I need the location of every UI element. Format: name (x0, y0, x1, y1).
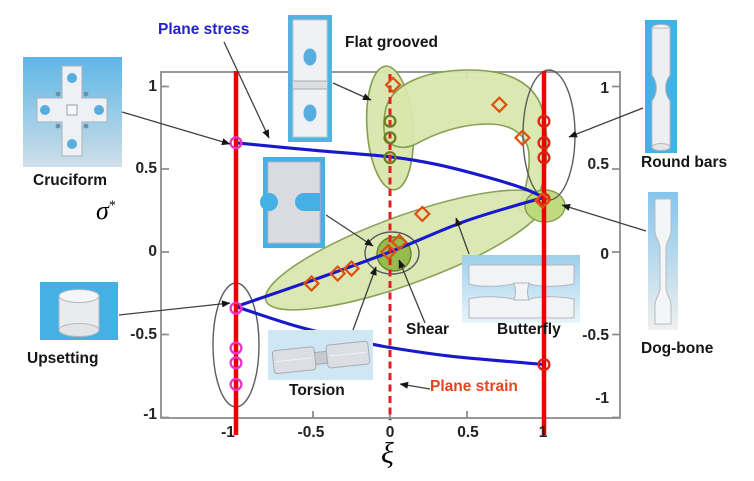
right-axis-ticks (612, 85, 620, 419)
marker-flat-grooved (383, 114, 397, 128)
data-markers (229, 76, 552, 391)
cruciform-pointer (121, 111, 231, 146)
round-bars-label: Round bars (641, 154, 728, 171)
marker-mixed-state-diamonds (329, 264, 347, 283)
flat-grooved-image (288, 15, 332, 142)
marker-flat-grooved (383, 151, 397, 165)
y-tick-left-m1: -1 (143, 406, 157, 423)
plane-strain-label: Plane strain (430, 378, 518, 395)
marker-mixed-state-diamonds (384, 76, 402, 94)
marker-upsetting (229, 356, 243, 370)
plane-stress-curve-branch-2 (234, 305, 546, 367)
butterfly-image (462, 255, 580, 323)
y-tick-left-1: 1 (148, 78, 157, 95)
y-tick-left-0: 0 (148, 243, 157, 260)
marker-round-bars-notched (537, 136, 551, 150)
marker-mixed-state-diamonds (413, 205, 431, 223)
x-tick-m05: -0.5 (297, 424, 325, 441)
plane-strain-pointer (399, 381, 431, 390)
y-tick-right-1: 1 (600, 80, 609, 97)
plane-stress-curve-branch-0 (234, 141, 546, 199)
marker-upsetting (229, 341, 243, 355)
specimen-images (23, 15, 678, 380)
marker-upsetting (229, 377, 243, 391)
marker-mixed-state-diamonds (302, 274, 321, 293)
plane-stress-pointer (223, 41, 270, 139)
x-tick-m1: -1 (221, 424, 235, 441)
marker-flat-grooved (383, 131, 397, 145)
upsetting-pointer (118, 300, 231, 316)
torsion-pointer (352, 266, 377, 331)
flat-grooved-label: Flat grooved (345, 34, 439, 51)
x-axis-label: ξ (381, 437, 394, 470)
torsion-label: Torsion (289, 382, 345, 399)
notched-flat-pointer (325, 214, 374, 247)
marker-mixed-state-diamonds (490, 96, 508, 114)
notched-flat-shear-image (260, 157, 325, 248)
marker-cruciform-equibiaxial-tension (229, 136, 243, 150)
round-bars-image (645, 20, 677, 153)
marker-equibiaxial-compression (537, 357, 551, 372)
marker-round-bars-notched (537, 151, 551, 165)
y-axis-label: σ* (96, 196, 116, 225)
butterfly-label: Butterfly (497, 321, 561, 338)
plane-stress-label: Plane stress (158, 21, 250, 38)
marker-mixed-state-diamonds (513, 129, 531, 147)
marker-mixed-state-diamonds (379, 243, 398, 261)
butterfly-pointer (455, 217, 470, 255)
shear-outline (364, 231, 420, 275)
marker-mixed-state-diamonds (390, 233, 408, 251)
marker-upsetting (229, 301, 243, 315)
dog-bone-label: Dog-bone (641, 340, 714, 357)
y-tick-left-m05: -0.5 (130, 326, 157, 343)
dog-bone-image (648, 192, 678, 330)
x-tick-0: 0 (385, 424, 395, 441)
marker-mixed-state-diamonds (533, 192, 552, 210)
flat-grooved-pointer (332, 82, 372, 101)
upsetting-image (40, 282, 118, 340)
shear-label: Shear (406, 321, 450, 338)
torsion-image (268, 330, 373, 380)
cruciform-label: Cruciform (33, 172, 108, 189)
cruciform-image (23, 57, 122, 167)
left-axis-ticks (161, 85, 169, 419)
marker-round-bars-notched (537, 114, 551, 128)
y-tick-right-m05: -0.5 (582, 327, 609, 344)
round-bars-pointer (568, 107, 644, 138)
y-tick-left-05: 0.5 (135, 160, 157, 177)
y-tick-right-05: 0.5 (587, 156, 609, 173)
y-tick-right-0: 0 (600, 246, 609, 263)
upsetting-label: Upsetting (27, 350, 99, 367)
x-tick-05: 0.5 (457, 424, 479, 441)
dog-bone-pointer (561, 204, 647, 232)
pointer-arrows (118, 41, 647, 390)
shear-pointer (398, 259, 426, 324)
x-tick-1: 1 (538, 424, 548, 441)
marker-mixed-state-diamonds (342, 259, 361, 278)
y-tick-right-m1: -1 (595, 390, 609, 407)
